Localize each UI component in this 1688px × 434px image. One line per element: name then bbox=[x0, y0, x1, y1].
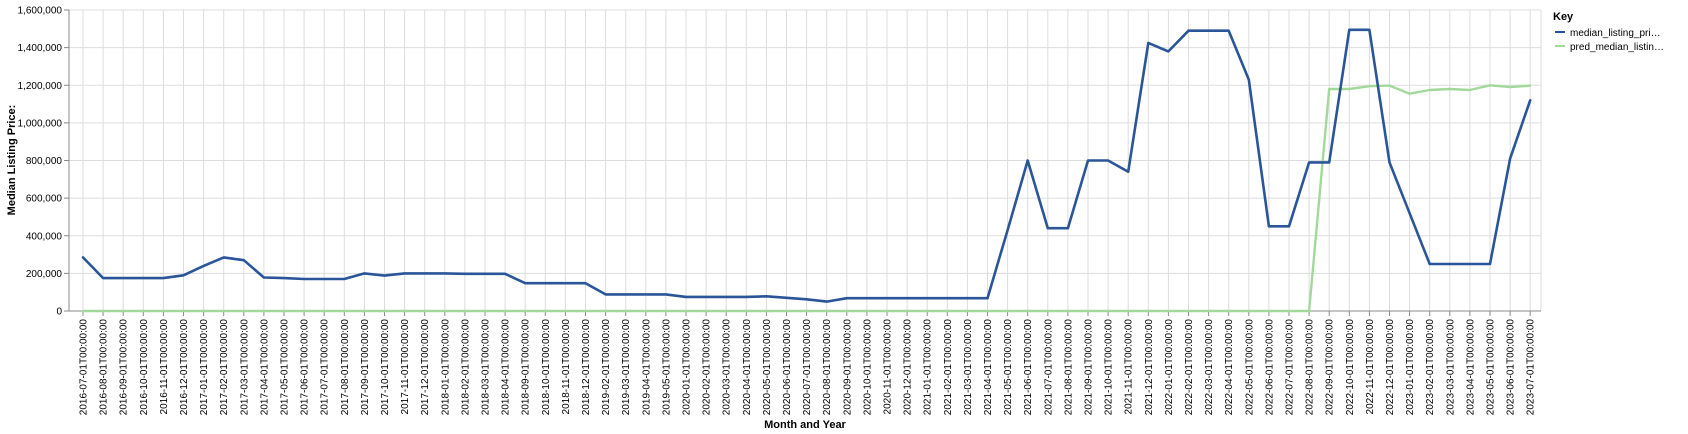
x-tick-label: 2016-08-01T00:00:00 bbox=[99, 319, 110, 416]
x-tick-label: 2017-07-01T00:00:00 bbox=[320, 319, 331, 416]
x-tick-label: 2016-07-01T00:00:00 bbox=[79, 319, 90, 416]
series-line-pred bbox=[81, 84, 1532, 313]
series-line-median bbox=[81, 28, 1532, 303]
y-tick-label: 1,400,000 bbox=[18, 43, 63, 54]
x-tick-label: 2020-06-01T00:00:00 bbox=[782, 319, 793, 416]
x-tick-label: 2021-12-01T00:00:00 bbox=[1144, 319, 1155, 416]
x-tick-label: 2022-11-01T00:00:00 bbox=[1365, 319, 1376, 415]
x-tick-label: 2018-04-01T00:00:00 bbox=[501, 319, 512, 416]
x-tick-label: 2021-02-01T00:00:00 bbox=[943, 319, 954, 416]
x-tick-label: 2019-05-01T00:00:00 bbox=[661, 319, 672, 416]
x-tick-label: 2021-07-01T00:00:00 bbox=[1043, 319, 1054, 416]
x-tick-label: 2016-10-01T00:00:00 bbox=[139, 319, 150, 416]
x-tick-label: 2022-02-01T00:00:00 bbox=[1184, 319, 1195, 416]
x-tick-label: 2017-05-01T00:00:00 bbox=[280, 319, 291, 416]
x-tick-label: 2023-02-01T00:00:00 bbox=[1425, 319, 1436, 416]
x-tick-label: 2022-04-01T00:00:00 bbox=[1224, 319, 1235, 416]
x-tick-label: 2017-09-01T00:00:00 bbox=[360, 319, 371, 416]
x-tick-label: 2018-03-01T00:00:00 bbox=[481, 319, 492, 416]
x-axis-title: Month and Year bbox=[764, 419, 846, 431]
y-tick-label: 1,200,000 bbox=[18, 81, 63, 92]
y-tick-label: 0 bbox=[56, 307, 62, 318]
x-tick-label: 2020-04-01T00:00:00 bbox=[742, 319, 753, 416]
legend-item-label: median_listing_pri… bbox=[1570, 28, 1661, 39]
x-tick-label: 2021-08-01T00:00:00 bbox=[1063, 319, 1074, 416]
x-tick-label: 2023-05-01T00:00:00 bbox=[1486, 319, 1497, 416]
y-tick-label: 600,000 bbox=[26, 194, 63, 205]
x-tick-label: 2021-04-01T00:00:00 bbox=[983, 319, 994, 416]
x-tick-label: 2018-01-01T00:00:00 bbox=[440, 319, 451, 416]
x-tick-label: 2021-05-01T00:00:00 bbox=[1003, 319, 1014, 416]
x-tick-label: 2022-08-01T00:00:00 bbox=[1305, 319, 1316, 416]
y-tick-label: 200,000 bbox=[26, 269, 63, 280]
series-lines bbox=[81, 28, 1532, 313]
y-tick-label: 1,600,000 bbox=[18, 6, 63, 17]
grid bbox=[69, 9, 1542, 312]
x-tick-label: 2020-07-01T00:00:00 bbox=[802, 319, 813, 416]
x-tick-label: 2021-03-01T00:00:00 bbox=[963, 319, 974, 416]
x-tick-label: 2022-07-01T00:00:00 bbox=[1285, 319, 1296, 416]
x-tick-label: 2022-01-01T00:00:00 bbox=[1164, 319, 1175, 416]
x-tick-label: 2023-01-01T00:00:00 bbox=[1405, 319, 1416, 416]
x-tick-label: 2020-08-01T00:00:00 bbox=[822, 319, 833, 416]
legend-title: Key bbox=[1553, 11, 1574, 23]
x-tick-label: 2018-09-01T00:00:00 bbox=[521, 319, 532, 416]
x-tick-label: 2022-09-01T00:00:00 bbox=[1325, 319, 1336, 416]
x-tick-label: 2018-12-01T00:00:00 bbox=[581, 319, 592, 416]
x-tick-label: 2016-09-01T00:00:00 bbox=[119, 319, 130, 416]
x-tick-label: 2020-11-01T00:00:00 bbox=[883, 319, 894, 415]
x-tick-label: 2020-09-01T00:00:00 bbox=[842, 319, 853, 416]
x-tick-label: 2022-10-01T00:00:00 bbox=[1345, 319, 1356, 416]
x-tick-label: 2016-12-01T00:00:00 bbox=[179, 319, 190, 416]
x-tick-label: 2020-01-01T00:00:00 bbox=[682, 319, 693, 416]
y-tick-label: 1,000,000 bbox=[18, 118, 63, 129]
x-tick-label: 2021-06-01T00:00:00 bbox=[1023, 319, 1034, 416]
x-tick-label: 2019-04-01T00:00:00 bbox=[641, 319, 652, 416]
y-tick-label: 400,000 bbox=[26, 231, 63, 242]
legend: Key median_listing_pri… pred_median_listi… bbox=[1553, 11, 1664, 53]
x-tick-label: 2020-05-01T00:00:00 bbox=[762, 319, 773, 416]
x-tick-label: 2023-03-01T00:00:00 bbox=[1445, 319, 1456, 416]
x-tick-label: 2019-03-01T00:00:00 bbox=[621, 319, 632, 416]
axes: 0 200,000 400,000 600,000 800,000 1,000,000 1,… bbox=[18, 6, 1541, 416]
x-tick-label: 2017-12-01T00:00:00 bbox=[420, 319, 431, 416]
x-tick-label: 2016-11-01T00:00:00 bbox=[159, 319, 170, 415]
x-tick-label: 2017-10-01T00:00:00 bbox=[380, 319, 391, 416]
y-axis-title: Median Listing Price: bbox=[6, 105, 18, 216]
x-tick-label: 2023-04-01T00:00:00 bbox=[1465, 319, 1476, 416]
x-tick-label: 2020-10-01T00:00:00 bbox=[862, 319, 873, 416]
x-tick-label: 2022-05-01T00:00:00 bbox=[1244, 319, 1255, 416]
x-tick-label: 2017-11-01T00:00:00 bbox=[400, 319, 411, 415]
x-tick-label: 2020-02-01T00:00:00 bbox=[702, 319, 713, 416]
x-tick-label: 2018-02-01T00:00:00 bbox=[460, 319, 471, 416]
x-tick-label: 2022-06-01T00:00:00 bbox=[1264, 319, 1275, 416]
legend-item-label: pred_median_listin… bbox=[1570, 42, 1664, 53]
x-tick-label: 2018-10-01T00:00:00 bbox=[541, 319, 552, 416]
x-tick-label: 2017-08-01T00:00:00 bbox=[340, 319, 351, 416]
x-tick-label: 2020-12-01T00:00:00 bbox=[903, 319, 914, 416]
y-tick-label: 800,000 bbox=[26, 156, 63, 167]
x-tick-label: 2021-10-01T00:00:00 bbox=[1104, 319, 1115, 416]
x-tick-label: 2020-03-01T00:00:00 bbox=[722, 319, 733, 416]
x-tick-label: 2021-09-01T00:00:00 bbox=[1084, 319, 1095, 416]
x-tick-label: 2021-11-01T00:00:00 bbox=[1124, 319, 1135, 415]
x-tick-label: 2017-03-01T00:00:00 bbox=[239, 319, 250, 416]
x-tick-label: 2017-04-01T00:00:00 bbox=[259, 319, 270, 416]
x-tick-label: 2019-02-01T00:00:00 bbox=[601, 319, 612, 416]
x-tick-label: 2023-06-01T00:00:00 bbox=[1506, 319, 1517, 416]
x-tick-label: 2022-03-01T00:00:00 bbox=[1204, 319, 1215, 416]
x-tick-label: 2023-07-01T00:00:00 bbox=[1526, 319, 1537, 416]
x-tick-label: 2017-01-01T00:00:00 bbox=[199, 319, 210, 416]
x-tick-label: 2022-12-01T00:00:00 bbox=[1385, 319, 1396, 416]
x-tick-label: 2017-06-01T00:00:00 bbox=[300, 319, 311, 416]
x-tick-label: 2018-11-01T00:00:00 bbox=[561, 319, 572, 415]
x-tick-label: 2017-02-01T00:00:00 bbox=[219, 319, 230, 416]
x-tick-label: 2021-01-01T00:00:00 bbox=[923, 319, 934, 416]
